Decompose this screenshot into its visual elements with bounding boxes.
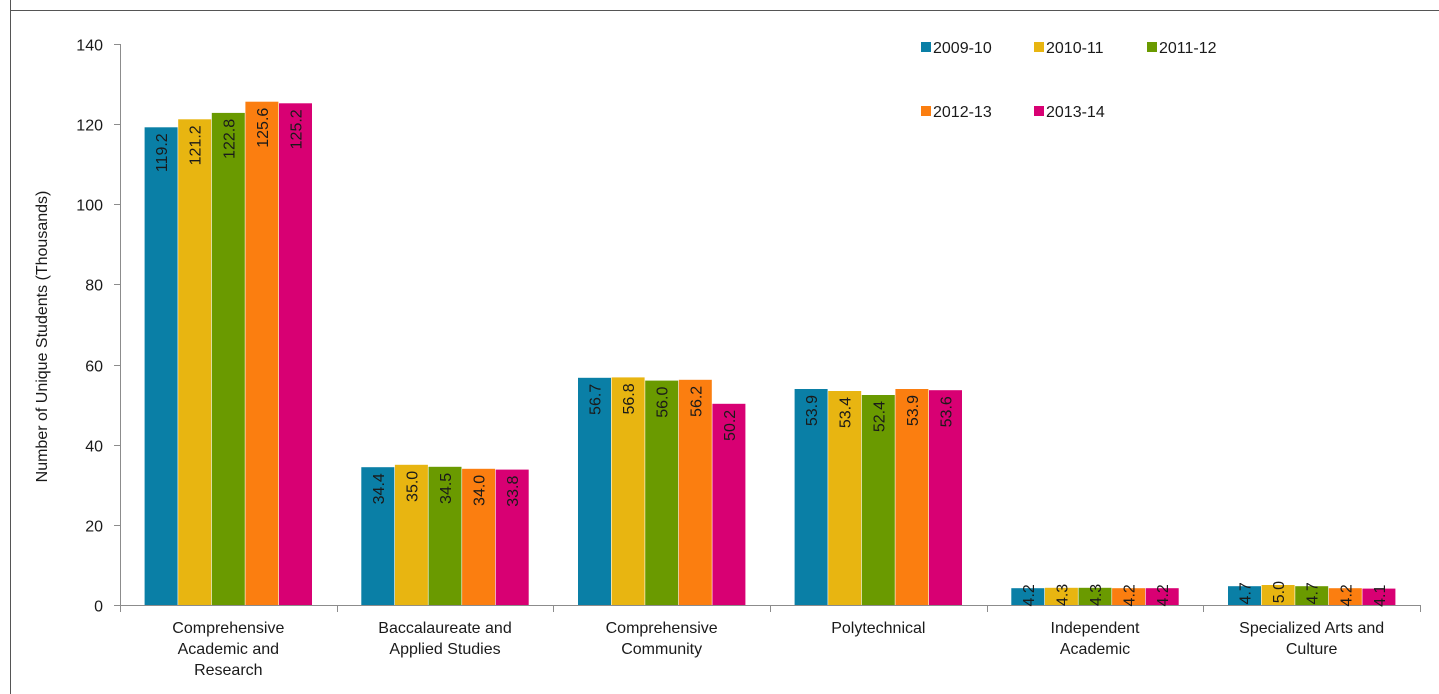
category-label-line: Community	[621, 641, 702, 658]
x-axis: Comprehensive Academic and Research Baccala…	[120, 605, 1421, 679]
legend-label: 2013-14	[1046, 104, 1105, 121]
y-tick-label: 120	[76, 118, 103, 135]
y-axis-title: Number of Unique Students (Thousands)	[34, 191, 51, 483]
data-label-2011-12: 34.5	[438, 473, 455, 504]
category-label-line: Specialized Arts and	[1239, 620, 1384, 637]
category-label-line: Independent	[1051, 620, 1141, 637]
bars-layer	[145, 102, 1396, 605]
data-label-2010-11: 4.3	[1054, 584, 1071, 606]
data-label-2009-10: 56.7	[588, 384, 605, 415]
legend-swatch	[1034, 42, 1044, 52]
data-label-2013-14: 33.8	[505, 475, 522, 506]
bar-2009-10	[145, 127, 178, 605]
legend-swatch	[1147, 42, 1157, 52]
data-label-2012-13: 4.2	[1122, 584, 1139, 606]
category-label-line: Research	[194, 662, 262, 679]
data-label-2009-10: 34.4	[371, 473, 388, 504]
legend-item: 2013-14	[1034, 104, 1105, 121]
data-label-2011-12: 52.4	[871, 401, 888, 432]
category-label-line: Comprehensive	[606, 620, 718, 637]
legend-item: 2009-10	[921, 40, 992, 57]
data-label-2012-13: 53.9	[905, 395, 922, 426]
legend-item: 2011-12	[1147, 40, 1217, 57]
data-labels-layer: 119.2 121.2 122.8 125.6 125.2 34.4 35.0 34.5 34.…	[154, 108, 1389, 607]
data-label-2012-13: 34.0	[472, 475, 489, 506]
legend-item: 2010-11	[1034, 40, 1104, 57]
data-label-2013-14: 4.2	[1155, 584, 1172, 606]
bar-2011-12	[212, 113, 245, 605]
category-label-line: Academic	[1060, 641, 1130, 658]
data-label-2009-10: 119.2	[154, 133, 171, 172]
legend-item: 2012-13	[921, 104, 992, 121]
data-label-2011-12: 4.7	[1305, 582, 1322, 604]
data-label-2012-13: 125.6	[255, 108, 272, 148]
category-label-line: Culture	[1286, 641, 1338, 658]
y-tick-label: 40	[85, 439, 103, 456]
data-label-2013-14: 4.1	[1372, 585, 1389, 607]
bar-2012-13	[245, 102, 278, 605]
y-axis: 0 20 40 60 80 100 120 140 Number of Unique Stude…	[34, 38, 121, 616]
data-label-2012-13: 56.2	[688, 386, 705, 417]
category-label: Comprehensive Academic and Research	[172, 620, 284, 679]
category-label: Baccalaureate and Applied Studies	[378, 620, 511, 658]
legend-swatch	[921, 42, 931, 52]
data-label-2010-11: 53.4	[838, 397, 855, 428]
data-label-2009-10: 4.7	[1238, 582, 1255, 604]
legend-label: 2012-13	[933, 104, 992, 121]
data-label-2011-12: 4.3	[1088, 584, 1105, 606]
category-label-line: Polytechnical	[831, 620, 925, 637]
category-label-line: Applied Studies	[389, 641, 500, 658]
y-tick-label: 20	[85, 519, 103, 536]
data-label-2009-10: 53.9	[804, 395, 821, 426]
y-tick-label: 80	[85, 278, 103, 295]
legend: 2009-10 2010-11 2011-12 2012-13 2013-14	[921, 40, 1217, 121]
bar-2010-11	[178, 119, 211, 605]
category-label: Comprehensive Community	[606, 620, 718, 658]
data-label-2013-14: 125.2	[289, 109, 306, 149]
data-label-2011-12: 56.0	[655, 386, 672, 417]
y-tick-label: 140	[76, 38, 103, 55]
data-label-2010-11: 35.0	[404, 471, 421, 502]
category-label-line: Academic and	[178, 641, 279, 658]
legend-swatch	[1034, 106, 1044, 116]
legend-label: 2009-10	[933, 40, 992, 57]
category-label-line: Baccalaureate and	[378, 620, 511, 637]
y-tick-label: 0	[94, 599, 103, 616]
data-label-2010-11: 5.0	[1271, 581, 1288, 603]
y-tick-label: 60	[85, 359, 103, 376]
legend-swatch	[921, 106, 931, 116]
legend-label: 2010-11	[1046, 40, 1104, 57]
data-label-2012-13: 4.2	[1338, 584, 1355, 606]
category-label-line: Comprehensive	[172, 620, 284, 637]
data-label-2009-10: 4.2	[1021, 584, 1038, 606]
data-label-2011-12: 122.8	[221, 119, 238, 159]
data-label-2010-11: 56.8	[621, 383, 638, 414]
bar-2013-14	[279, 103, 312, 605]
category-label: Specialized Arts and Culture	[1239, 620, 1384, 658]
category-label: Independent Academic	[1051, 620, 1141, 658]
data-label-2013-14: 53.6	[939, 396, 956, 427]
data-label-2010-11: 121.2	[188, 125, 205, 165]
y-tick-label: 100	[76, 198, 103, 215]
data-label-2013-14: 50.2	[722, 410, 739, 441]
legend-label: 2011-12	[1159, 40, 1217, 57]
category-label: Polytechnical	[831, 620, 925, 637]
